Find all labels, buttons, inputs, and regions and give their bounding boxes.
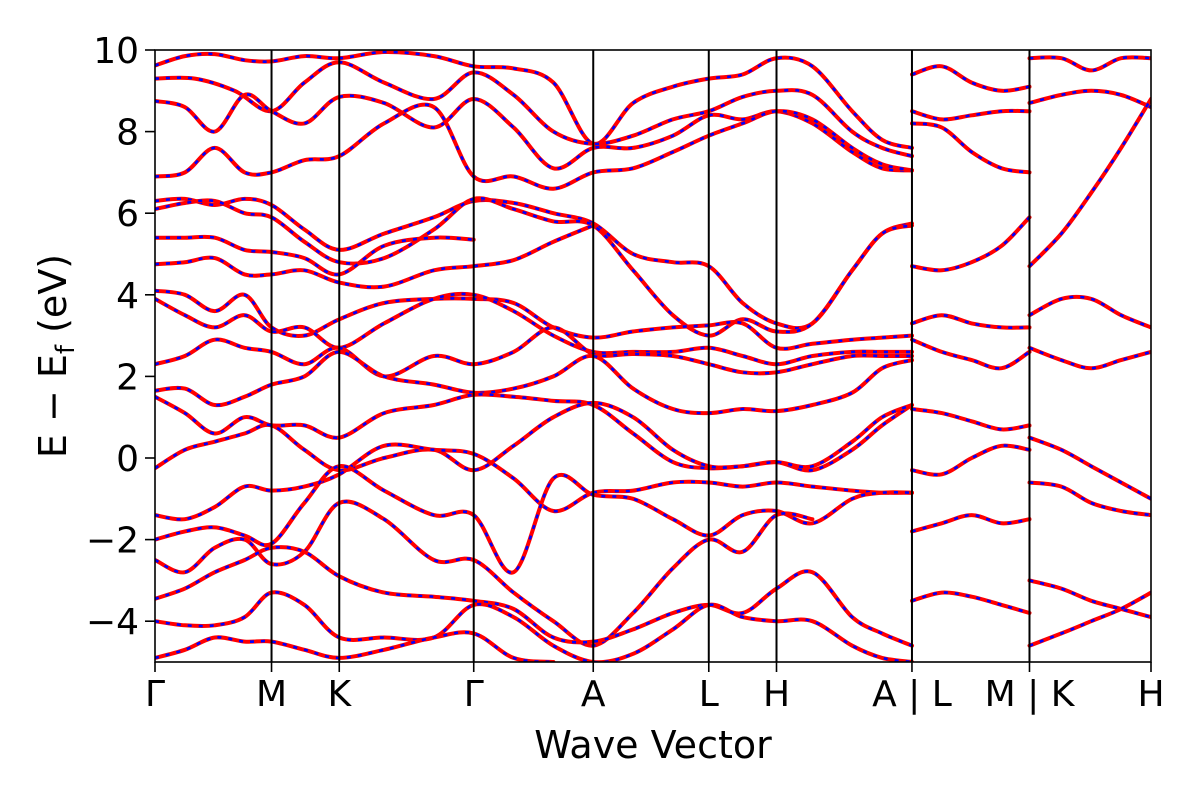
band-line-blue-dashed-9 (155, 292, 912, 366)
band-line-blue-dashed-3 (155, 103, 913, 191)
band-line-blue-dashed-5 (155, 196, 913, 337)
band-line-blue-dashed-36 (1029, 481, 1151, 517)
band-line-blue-dashed-13 (155, 401, 913, 472)
band-line-red-30 (1027, 55, 1151, 73)
plot-frame (154, 49, 1152, 663)
band-line-blue-dashed-1 (155, 60, 913, 158)
band-line-blue-dashed-34 (1029, 346, 1151, 370)
y-tick-label-1: −2 (86, 521, 139, 562)
band-line-red-10 (155, 325, 914, 379)
y-tick-label-0: −4 (86, 602, 139, 643)
band-line-blue-dashed-12 (155, 393, 913, 472)
band-line-blue-dashed-0 (155, 50, 913, 150)
band-line-red-25 (910, 337, 1032, 371)
band-line-blue-dashed-15 (155, 464, 913, 574)
band-line-blue-dashed-14 (155, 443, 913, 521)
band-line-red-8 (155, 288, 914, 351)
band-line-blue-dashed-35 (1029, 436, 1151, 500)
x-tick-label-2: K (327, 674, 352, 715)
x-tick-label-1: M (256, 674, 287, 715)
band-line-blue-dashed-38 (1029, 591, 1151, 647)
band-line-blue-dashed-18 (155, 590, 913, 662)
y-tick-label-7: 10 (93, 31, 139, 72)
band-line-blue-dashed-31 (1029, 89, 1151, 109)
y-tick-label-5: 6 (116, 194, 139, 235)
band-line-blue-dashed-33 (1028, 295, 1151, 329)
band-line-blue-dashed-26 (911, 407, 1030, 431)
y-axis-title-main: E − E (31, 354, 75, 458)
x-axis-title: Wave Vector (534, 723, 772, 767)
y-tick-label-6: 8 (116, 113, 139, 154)
bands-layer (155, 50, 1151, 662)
band-line-blue-dashed-2 (155, 93, 913, 172)
x-tick-label-6: H (763, 674, 790, 715)
band-line-blue-dashed-37 (1029, 579, 1151, 619)
band-line-blue-dashed-21 (911, 109, 1030, 121)
band-line-red-23 (910, 215, 1032, 273)
band-line-blue-dashed-4 (155, 197, 913, 330)
band-line-red-27 (910, 443, 1032, 477)
y-tick-label-4: 4 (116, 276, 139, 317)
x-tick-label-5: L (699, 674, 719, 715)
band-line-blue-dashed-28 (911, 513, 1030, 533)
band-line-blue-dashed-19 (155, 630, 554, 662)
x-tick-label-8: M | K (985, 674, 1076, 715)
band-line-red-20 (910, 64, 1032, 93)
y-axis-title-subscript: f (51, 344, 81, 354)
y-tick-label-3: 2 (116, 357, 139, 398)
band-line-blue-dashed-6 (155, 235, 474, 276)
y-axis-title-unit: (eV) (31, 254, 75, 345)
band-line-blue-dashed-22 (911, 122, 1030, 174)
band-line-blue-dashed-11 (155, 350, 913, 415)
x-tick-label-7: A | L (872, 674, 952, 715)
y-tick-label-2: 0 (116, 439, 139, 480)
band-line-blue-dashed-17 (155, 545, 913, 647)
band-line-blue-dashed-24 (911, 313, 1030, 330)
band-line-blue-dashed-29 (911, 591, 1030, 615)
x-tick-label-4: A (581, 674, 606, 715)
y-axis-title: E − Ef (eV) (31, 254, 81, 458)
x-tick-label-9: H (1137, 674, 1164, 715)
kpoint-lines (270, 50, 1031, 662)
x-tick-label-3: Γ (464, 674, 484, 715)
x-tick-label-0: Γ (145, 674, 165, 715)
band-line-blue-dashed-32 (1028, 98, 1151, 268)
y-axis-ticks: −4 −2 0 2 4 6 8 10 (86, 31, 155, 643)
